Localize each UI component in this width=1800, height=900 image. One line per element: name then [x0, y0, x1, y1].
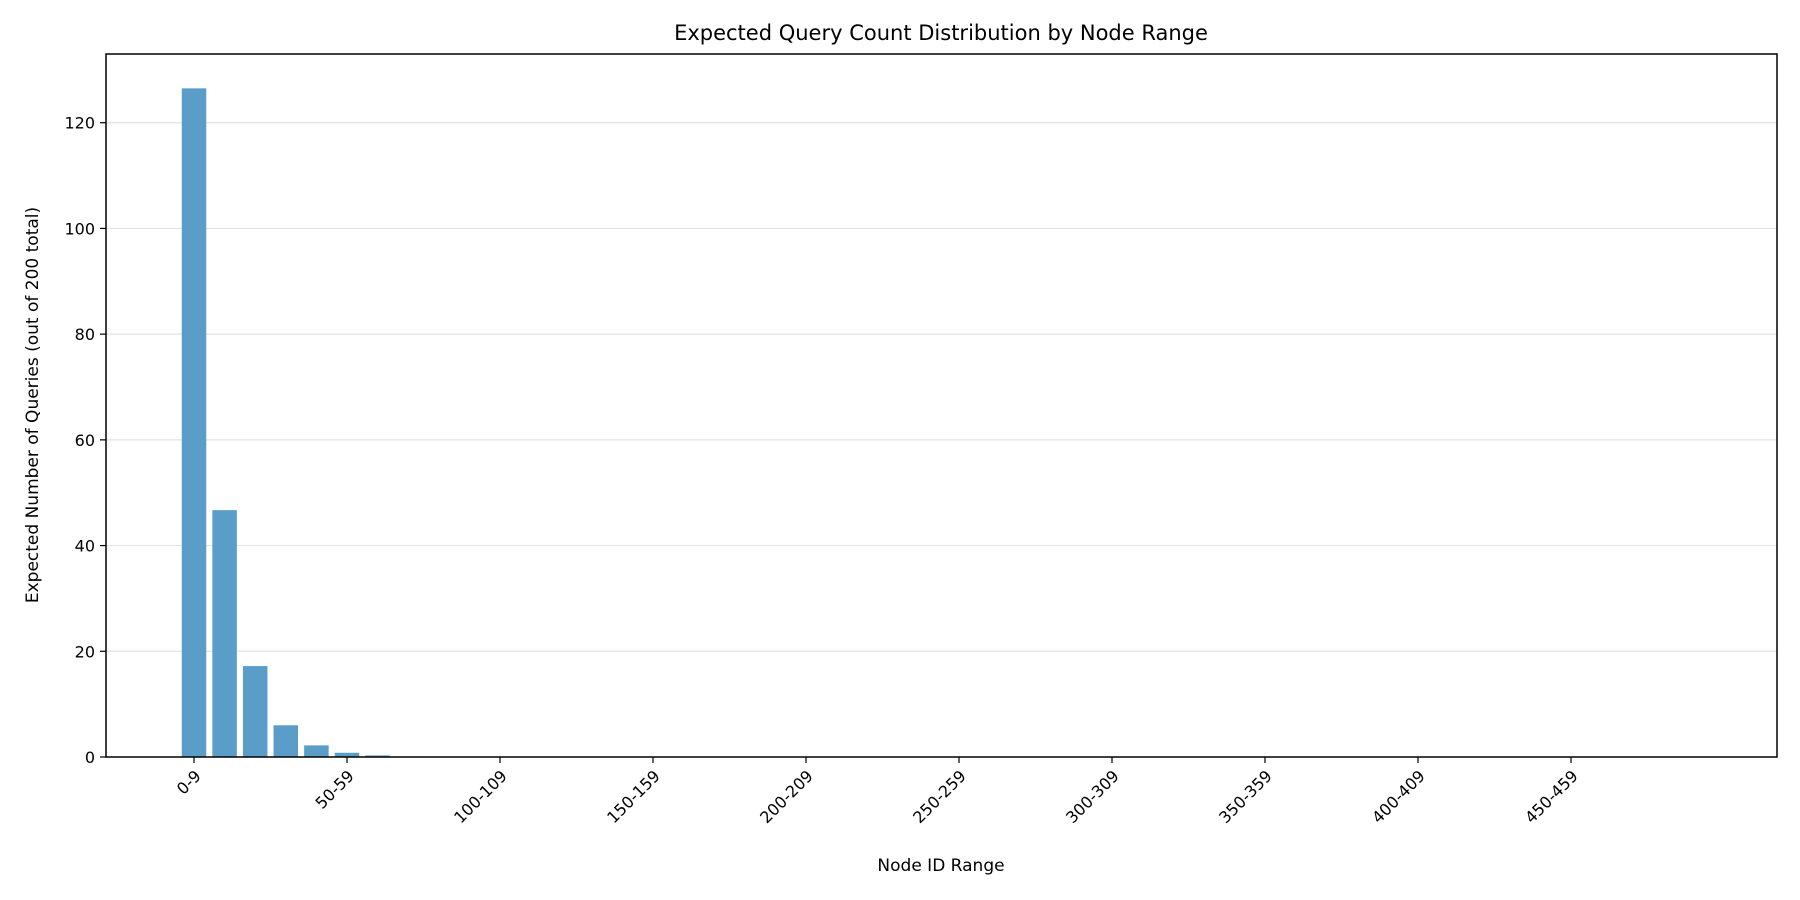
bar	[242, 666, 268, 757]
chart-title: Expected Query Count Distribution by Nod…	[674, 21, 1208, 45]
x-tick-label: 400-409	[1368, 766, 1429, 827]
x-tick-label: 250-259	[909, 766, 970, 827]
bar	[273, 725, 299, 757]
x-tick-label: 50-59	[312, 766, 358, 812]
bars	[181, 88, 574, 758]
bar	[304, 745, 329, 757]
x-tick-label: 0-9	[173, 766, 205, 798]
y-tick-label: 20	[75, 642, 95, 661]
x-tick-label: 350-359	[1215, 766, 1276, 827]
y-axis-label: Expected Number of Queries (out of 200 t…	[23, 207, 43, 603]
y-tick-label: 0	[85, 748, 95, 767]
y-axis-ticks: 0 20 40 60 80 100 120	[64, 114, 106, 767]
x-axis-ticks: 0-9 50-59 100-109 150-159 200-209 250-259 300-…	[173, 757, 1582, 827]
y-tick-label: 120	[64, 114, 95, 133]
x-tick-label: 100-109	[450, 766, 511, 827]
y-tick-label: 100	[64, 219, 95, 238]
y-tick-label: 80	[75, 325, 95, 344]
y-tick-label: 60	[75, 431, 95, 450]
bar	[212, 510, 237, 757]
plot-frame	[105, 53, 1778, 758]
gridlines	[106, 122, 1777, 652]
x-tick-label: 200-209	[756, 766, 817, 827]
x-axis-label: Node ID Range	[877, 856, 1004, 876]
y-tick-label: 40	[75, 537, 95, 556]
bar	[365, 755, 390, 757]
bar	[334, 752, 360, 757]
x-tick-label: 300-309	[1062, 766, 1123, 827]
x-tick-label: 150-159	[603, 766, 664, 827]
bar	[181, 88, 207, 758]
x-tick-label: 450-459	[1521, 766, 1582, 827]
